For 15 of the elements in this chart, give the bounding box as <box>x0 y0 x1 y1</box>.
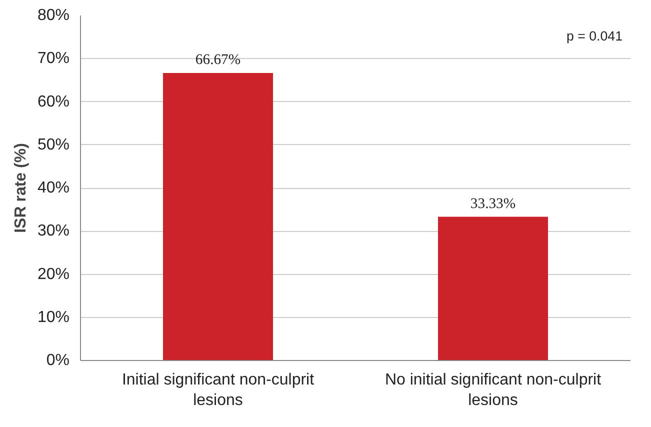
y-tick-label: 60% <box>37 93 70 110</box>
y-tick-label: 20% <box>37 266 70 283</box>
data-label: 33.33% <box>470 196 516 212</box>
y-tick-label: 10% <box>37 308 70 326</box>
y-axis-title: ISR rate (%) <box>12 143 30 233</box>
x-tick-label: No initial significant non-culprit lesions <box>384 372 602 409</box>
annotation: p = 0.041 <box>566 28 623 44</box>
y-tick-label: 40% <box>37 180 70 196</box>
y-tick-label: 0% <box>46 352 70 369</box>
y-tick-label: 50% <box>37 136 70 154</box>
y-tick-label: 80% <box>37 7 70 24</box>
x-tick-label: Initial significant non-culprit lesions <box>122 372 315 409</box>
y-tick-label: 70% <box>37 50 70 68</box>
data-label: 66.67% <box>195 52 241 68</box>
y-tick-label: 30% <box>37 222 70 240</box>
